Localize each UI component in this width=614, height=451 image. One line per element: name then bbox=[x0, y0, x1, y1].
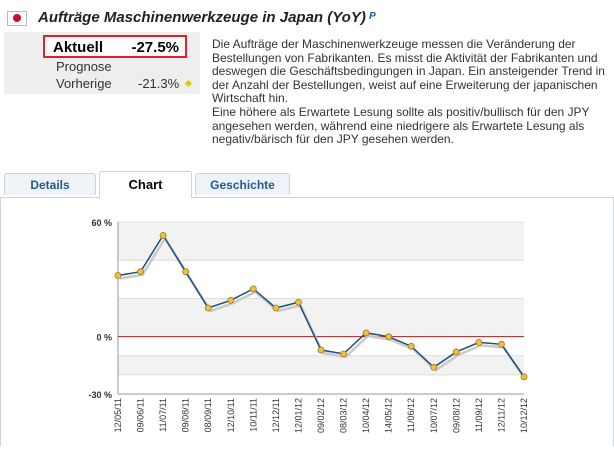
x-tick-label: 14/05/12 bbox=[384, 398, 394, 433]
data-point bbox=[407, 342, 415, 350]
x-tick-label: 12/12/11 bbox=[271, 398, 281, 432]
x-tick-label: 11/06/12 bbox=[406, 398, 416, 432]
data-point bbox=[340, 350, 347, 358]
current-value-box: Aktuell -27.5% bbox=[43, 35, 187, 58]
y-tick-label: 60 % bbox=[91, 218, 112, 228]
x-tick-label: 09/06/11 bbox=[136, 398, 146, 432]
x-tick-label: 10/04/12 bbox=[361, 398, 371, 433]
data-point bbox=[227, 296, 235, 304]
data-point bbox=[204, 304, 212, 312]
forecast-label: Prognose bbox=[56, 59, 112, 74]
data-point bbox=[520, 373, 528, 381]
grid-band bbox=[118, 355, 524, 375]
data-point bbox=[362, 329, 370, 337]
data-point bbox=[114, 272, 122, 279]
current-value: -27.5% bbox=[131, 39, 179, 56]
x-tick-label: 08/03/12 bbox=[339, 398, 349, 433]
tab-details[interactable]: Details bbox=[4, 173, 96, 195]
x-tick-label: 12/01/12 bbox=[293, 398, 303, 433]
x-tick-label: 11/09/12 bbox=[474, 398, 484, 432]
preliminary-mark: P bbox=[369, 11, 376, 22]
x-tick-label: 10/11/11 bbox=[248, 398, 258, 432]
tab-history[interactable]: Geschichte bbox=[195, 173, 290, 195]
x-tick-label: 12/05/11 bbox=[113, 398, 123, 432]
chart-container: 60 % 0 % -30 % 12/05/11 09/06/11 11/07/11 09/0… bbox=[0, 197, 614, 446]
grid-band bbox=[118, 298, 524, 337]
x-tick-label: 10/12/12 bbox=[519, 398, 529, 433]
line-chart: 60 % 0 % -30 %12/05/11 09/06/11 11/07/11 09/0… bbox=[88, 218, 529, 433]
x-tick-label: 09/08/11 bbox=[181, 398, 191, 432]
x-tick-label: 10/07/12 bbox=[429, 398, 439, 433]
data-point bbox=[137, 268, 144, 276]
page-title: Aufträge Maschinenwerkzeuge in Japan (Yo… bbox=[38, 9, 366, 26]
previous-value: -21.3% bbox=[138, 76, 180, 91]
data-point bbox=[475, 338, 483, 346]
data-point bbox=[182, 268, 190, 276]
x-tick-label: 09/02/12 bbox=[316, 398, 326, 433]
x-tick-label: 12/10/11 bbox=[226, 398, 236, 432]
x-tick-label: 08/09/11 bbox=[203, 398, 213, 432]
y-tick-label: -30 % bbox=[88, 390, 112, 400]
data-point bbox=[295, 298, 302, 306]
tab-chart[interactable]: Chart bbox=[99, 171, 192, 198]
tab-bar: Details Chart Geschichte bbox=[0, 171, 614, 198]
x-tick-label: 11/07/11 bbox=[158, 398, 168, 432]
data-point bbox=[430, 363, 438, 371]
data-point bbox=[159, 231, 167, 239]
data-point bbox=[317, 346, 325, 354]
y-tick-label: 0 % bbox=[96, 333, 112, 343]
previous-label: Vorherige bbox=[56, 76, 112, 91]
x-tick-label: 12/11/12 bbox=[496, 398, 506, 432]
indicator-description: Die Aufträge der Maschinenwerkzeuge mess… bbox=[212, 37, 605, 147]
data-point bbox=[249, 285, 257, 293]
data-point bbox=[385, 333, 393, 341]
current-label: Aktuell bbox=[53, 39, 104, 56]
data-point bbox=[498, 340, 505, 348]
japan-flag-icon bbox=[7, 11, 27, 26]
data-point bbox=[272, 304, 280, 312]
data-point bbox=[452, 348, 460, 356]
grid-band bbox=[118, 222, 524, 261]
x-tick-label: 09/08/12 bbox=[451, 398, 461, 433]
